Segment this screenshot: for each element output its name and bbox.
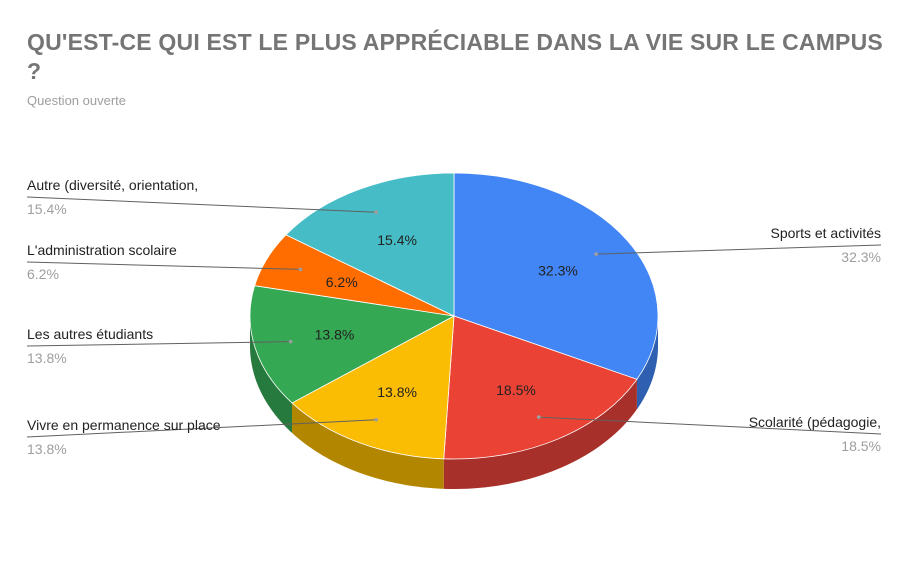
slice-value-label-0: 32.3% [538, 263, 578, 279]
leader-line-0 [596, 244, 882, 255]
pie-slice-2[interactable] [291, 315, 455, 460]
pie-slice-1[interactable] [443, 315, 638, 460]
leader-line-1 [538, 416, 882, 435]
leader-line-2 [26, 419, 377, 438]
slice-label-value-1: 18.5% [841, 438, 881, 454]
pie-slices [249, 172, 659, 460]
slice-label-value-2: 13.8% [27, 441, 67, 457]
pie-slice-5[interactable] [285, 172, 455, 317]
pie-side-0 [636, 316, 658, 410]
slice-value-labels: 32.3% 18.5% 13.8% 13.8% 6.2% 15.4% [315, 232, 578, 400]
slice-label-1: Scolarité (pédagogie, [749, 414, 881, 430]
pie-side-1 [443, 379, 637, 489]
chart-title: QU'EST-CE QUI EST LE PLUS APPRÉCIABLE DA… [27, 29, 883, 84]
slice-value-label-3: 13.8% [315, 327, 355, 343]
slice-label-0: Sports et activités [771, 225, 882, 241]
slice-value-label-4: 6.2% [326, 274, 358, 290]
leader-dot-0 [594, 252, 598, 256]
leader-line-3 [26, 341, 291, 347]
leader-dot-4 [298, 267, 303, 272]
chart-subtitle: Question ouverte [27, 93, 127, 108]
slice-value-label-1: 18.5% [496, 382, 536, 398]
slice-outside-labels: Sports et activités 32.3% Scolarité (pédag… [26, 177, 882, 457]
pie-slice-3[interactable] [249, 285, 456, 404]
leader-dot-3 [288, 339, 293, 344]
slice-label-value-0: 32.3% [841, 249, 881, 265]
leader-dot-2 [374, 418, 379, 422]
leader-line-4 [26, 261, 301, 270]
leader-line-5 [26, 196, 377, 213]
slice-label-3: Les autres étudiants [27, 326, 153, 342]
leader-dot-5 [374, 210, 379, 214]
slice-label-value-3: 13.8% [27, 350, 67, 366]
slice-label-value-5: 15.4% [27, 201, 67, 217]
slice-label-2: Vivre en permanence sur place [27, 417, 221, 433]
slice-value-label-2: 13.8% [377, 384, 417, 400]
pie-slice-0[interactable] [453, 172, 659, 380]
slice-value-label-5: 15.4% [377, 232, 417, 248]
slice-label-4: L'administration scolaire [27, 242, 177, 258]
leader-dot-1 [536, 415, 541, 419]
pie-side-3 [250, 316, 293, 433]
slice-label-5: Autre (diversité, orientation, [27, 177, 198, 193]
slice-label-value-4: 6.2% [27, 266, 59, 282]
